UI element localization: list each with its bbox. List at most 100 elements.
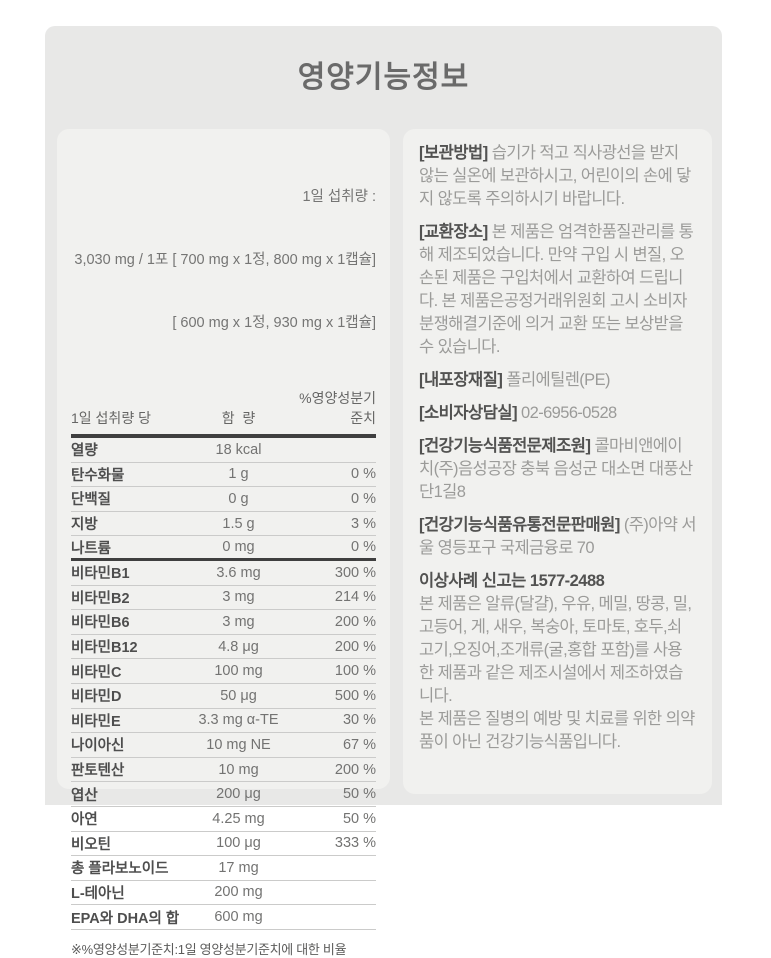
- row-label: 비타민B2: [71, 590, 130, 607]
- info-section-text: 02-6956-0528: [517, 404, 617, 422]
- serving-line-3: [ 600 mg x 1정, 930 mg x 1캡슐]: [172, 315, 376, 331]
- info-section-text: 콜마비앤에이치(주)음성공장 충북 음성군 대소면 대풍산단1길8: [419, 437, 693, 501]
- header-daily-value: %영양성분기준치: [299, 390, 376, 426]
- info-section: [소비자상담실] 02-6956-0528: [419, 402, 696, 425]
- table-row: 총 플라보노이드 17 mg: [71, 856, 376, 881]
- table-row: EPA와 DHA의 합 600 mg: [71, 905, 376, 930]
- row-percent: 100 %: [334, 663, 376, 680]
- header-per-serving: 1일 섭취량 당: [71, 410, 151, 426]
- row-amount: 18 kcal: [215, 441, 262, 458]
- info-section-text: 습기가 적고 직사광선을 받지 않는 실온에 보관하시고, 어린이의 손에 닿지…: [419, 144, 691, 208]
- row-amount: 4.8 μg: [218, 638, 259, 655]
- row-label: 비타민C: [71, 664, 122, 681]
- row-amount: 3.6 mg: [216, 564, 261, 581]
- row-label: 단백질: [71, 492, 112, 509]
- row-label: 비타민B6: [71, 615, 130, 632]
- row-label: 비타민D: [71, 689, 122, 706]
- table-row: 비타민E 3.3 mg α-TE 30 %: [71, 709, 376, 734]
- row-percent: 200 %: [334, 638, 376, 655]
- row-label: EPA와 DHA의 합: [71, 910, 180, 927]
- info-section: 이상사례 신고는 1577-2488 본 제품은 알류(달걀), 우유, 메밀, …: [419, 570, 696, 754]
- table-row: 탄수화물 1 g 0 %: [71, 463, 376, 488]
- panels-container: 1일 섭취량 : 3,030 mg / 1포 [ 700 mg x 1정, 80…: [57, 129, 712, 957]
- info-panel: [보관방법] 습기가 적고 직사광선을 받지 않는 실온에 보관하시고, 어린이…: [403, 129, 712, 794]
- table-row: 비타민B6 3 mg 200 %: [71, 610, 376, 635]
- row-label: 비타민E: [71, 713, 121, 730]
- row-amount: 600 mg: [214, 909, 263, 926]
- table-row: 열량 18 kcal: [71, 438, 376, 463]
- row-label: 비타민B12: [71, 640, 138, 657]
- row-percent: 50 %: [342, 810, 376, 827]
- table-row: 단백질 0 g 0 %: [71, 487, 376, 512]
- row-amount: 0 g: [228, 490, 249, 507]
- row-label: 비오틴: [71, 836, 112, 853]
- page-title: 영양기능정보: [297, 61, 470, 94]
- info-section-text: 본 제품은 알류(달걀), 우유, 메밀, 땅콩, 밀, 고등어, 게, 새우,…: [419, 595, 695, 751]
- table-row: 지방 1.5 g 3 %: [71, 512, 376, 537]
- row-amount: 200 μg: [216, 786, 261, 803]
- row-label: 비타민B1: [71, 566, 130, 583]
- info-section-label: [건강기능식품전문제조원]: [419, 437, 591, 455]
- info-section-text: 본 제품은 엄격한품질관리를 통해 제조되었습니다. 만약 구입 시 변질, 오…: [419, 223, 694, 356]
- row-label: 열량: [71, 443, 98, 460]
- table-row: 아연 4.25 mg 50 %: [71, 807, 376, 832]
- row-percent: 0 %: [351, 466, 376, 483]
- nutrition-card: 영양기능정보 1일 섭취량 : 3,030 mg / 1포 [ 700 mg x…: [45, 26, 722, 957]
- info-section-text: 폴리에틸렌(PE): [502, 371, 610, 389]
- row-percent: 300 %: [334, 564, 376, 581]
- row-percent: 214 %: [334, 589, 376, 606]
- row-percent: 333 %: [334, 835, 376, 852]
- row-amount: 50 μg: [220, 687, 257, 704]
- serving-line-2: 3,030 mg / 1포 [ 700 mg x 1정, 800 mg x 1캡…: [74, 252, 376, 268]
- info-sections: [보관방법] 습기가 적고 직사광선을 받지 않는 실온에 보관하시고, 어린이…: [419, 142, 697, 754]
- row-amount: 3 mg: [222, 589, 255, 606]
- table-row: 나이아신 10 mg NE 67 %: [71, 733, 376, 758]
- row-label: 판토텐산: [71, 763, 125, 780]
- table-row: 엽산 200 μg 50 %: [71, 782, 376, 807]
- row-percent: 30 %: [342, 712, 376, 729]
- row-amount: 1 g: [228, 466, 249, 483]
- row-label: L-테아닌: [71, 885, 125, 902]
- table-row: 나트륨 0 mg 0 %: [71, 536, 376, 561]
- row-label: 총 플라보노이드: [71, 861, 169, 878]
- serving-info: 1일 섭취량 : 3,030 mg / 1포 [ 700 mg x 1정, 80…: [71, 145, 376, 376]
- row-amount: 0 mg: [222, 539, 255, 556]
- row-percent: 0 %: [351, 539, 376, 556]
- info-section: [내포장재질] 폴리에틸렌(PE): [419, 369, 696, 392]
- table-row: 비타민B1 3.6 mg 300 %: [71, 561, 376, 586]
- row-amount: 1.5 g: [222, 515, 255, 532]
- info-section-label: [보관방법]: [419, 144, 488, 162]
- table-row: 비타민B2 3 mg 214 %: [71, 586, 376, 611]
- row-percent: 3 %: [351, 515, 376, 532]
- table-row: 비타민B12 4.8 μg 200 %: [71, 635, 376, 660]
- table-row: L-테아닌 200 mg: [71, 881, 376, 906]
- row-percent: 200 %: [334, 761, 376, 778]
- nutrition-facts-panel: 1일 섭취량 : 3,030 mg / 1포 [ 700 mg x 1정, 80…: [57, 129, 390, 957]
- row-label: 아연: [71, 812, 98, 829]
- table-row: 판토텐산 10 mg 200 %: [71, 758, 376, 783]
- info-section-label: 이상사례 신고는 1577-2488: [419, 572, 605, 590]
- row-label: 나트륨: [71, 540, 112, 557]
- table-row: 비타민D 50 μg 500 %: [71, 684, 376, 709]
- row-amount: 100 mg: [214, 663, 263, 680]
- row-percent: 0 %: [351, 490, 376, 507]
- daily-value-footnote: ※%영양성분기준치:1일 영양성분기준치에 대한 비율: [71, 941, 347, 957]
- info-section: [교환장소] 본 제품은 엄격한품질관리를 통해 제조되었습니다. 만약 구입 …: [419, 221, 696, 359]
- info-section-label: [소비자상담실]: [419, 404, 518, 422]
- row-amount: 200 mg: [214, 884, 263, 901]
- info-section: [건강기능식품전문제조원] 콜마비앤에이치(주)음성공장 충북 음성군 대소면 …: [419, 435, 696, 504]
- row-amount: 10 mg: [218, 761, 259, 778]
- row-label: 탄수화물: [71, 467, 125, 484]
- row-amount: 3.3 mg α-TE: [198, 712, 279, 729]
- row-label: 나이아신: [71, 738, 125, 755]
- row-label: 지방: [71, 517, 98, 534]
- row-amount: 3 mg: [222, 613, 255, 630]
- table-row: 비오틴 100 μg 333 %: [71, 832, 376, 857]
- row-percent: 50 %: [342, 786, 376, 803]
- row-amount: 17 mg: [218, 859, 259, 876]
- info-section-label: [건강기능식품유통전문판매원]: [419, 516, 620, 534]
- info-section-label: [내포장재질]: [419, 371, 503, 389]
- row-amount: 100 μg: [216, 835, 261, 852]
- row-percent: 200 %: [334, 613, 376, 630]
- row-percent: 500 %: [334, 687, 376, 704]
